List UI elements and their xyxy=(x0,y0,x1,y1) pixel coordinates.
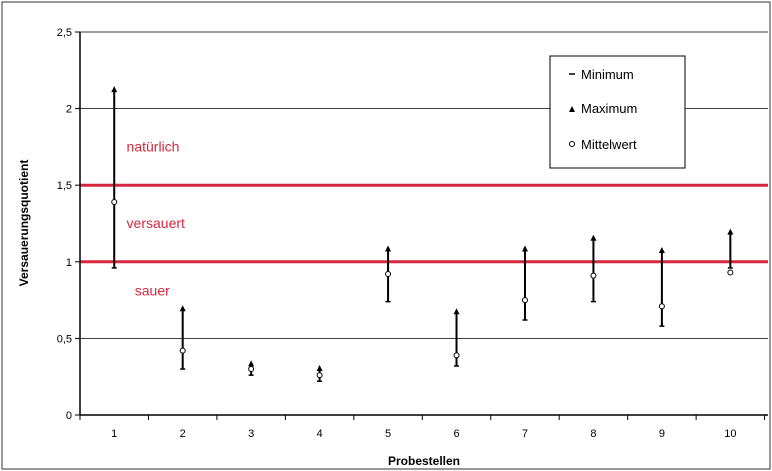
x-tick-label-3: 3 xyxy=(248,428,254,440)
x-tick-label-4: 4 xyxy=(317,428,323,440)
mean-marker-8 xyxy=(590,272,597,279)
annotation-0: natürlich xyxy=(127,138,180,154)
maximum-marker-6 xyxy=(453,308,460,315)
x-tick-label-10: 10 xyxy=(724,428,736,440)
legend-minimum-label: Minimum xyxy=(581,67,634,82)
legend-mean-label: Mittelwert xyxy=(581,137,637,152)
threshold-lines xyxy=(80,183,768,264)
mean-marker-4 xyxy=(316,372,323,379)
maximum-marker-5 xyxy=(385,245,392,252)
y-tick-label-2: 1 xyxy=(66,257,72,269)
legend-maximum-marker xyxy=(569,106,575,112)
mean-marker-9 xyxy=(658,303,665,310)
maximum-marker-1 xyxy=(111,86,118,93)
y-tick-label-1: 0,5 xyxy=(57,333,72,345)
maximum-marker-3 xyxy=(248,360,255,367)
legend-maximum-label: Maximum xyxy=(581,101,637,116)
maximum-marker-7 xyxy=(521,245,528,252)
mean-marker-10 xyxy=(727,269,734,276)
y-tick-label-4: 2 xyxy=(66,104,72,116)
mean-marker-2 xyxy=(179,347,186,354)
mean-marker-5 xyxy=(385,271,392,278)
y-tick-label-3: 1,5 xyxy=(57,180,72,192)
maximum-marker-2 xyxy=(179,305,186,312)
x-tick-label-6: 6 xyxy=(453,428,459,440)
x-tick-label-2: 2 xyxy=(180,428,186,440)
legend: Minimum Maximum Mittelwert xyxy=(549,55,686,169)
y-tick-label-0: 0 xyxy=(66,410,72,422)
mean-marker-7 xyxy=(521,297,528,304)
x-tick-label-9: 9 xyxy=(659,428,665,440)
mean-marker-6 xyxy=(453,352,460,359)
x-tick-label-1: 1 xyxy=(111,428,117,440)
y-axis-label: Versauerungsquotient xyxy=(17,160,31,287)
annotation-2: sauer xyxy=(135,283,170,299)
axes xyxy=(79,32,768,416)
legend-mean-marker xyxy=(569,141,575,147)
maximum-marker-8 xyxy=(590,234,597,241)
annotations: natürlich versauert sauer xyxy=(127,138,185,298)
range-bars xyxy=(111,86,734,383)
mean-marker-3 xyxy=(248,366,255,373)
mean-marker-1 xyxy=(111,199,118,206)
x-tick-label-8: 8 xyxy=(590,428,596,440)
x-tick-label-5: 5 xyxy=(385,428,391,440)
x-axis-label: Probestellen xyxy=(388,454,460,468)
annotation-1: versauert xyxy=(127,215,185,231)
maximum-marker-9 xyxy=(658,247,665,254)
maximum-marker-4 xyxy=(316,364,323,371)
x-tick-label-7: 7 xyxy=(522,428,528,440)
x-ticks: 1 2 3 4 5 6 7 8 9 10 xyxy=(79,415,766,440)
y-tick-label-5: 2,5 xyxy=(57,27,72,39)
y-ticks: 0 0,5 1 1,5 2 2,5 xyxy=(57,27,80,422)
maximum-marker-10 xyxy=(727,228,734,235)
